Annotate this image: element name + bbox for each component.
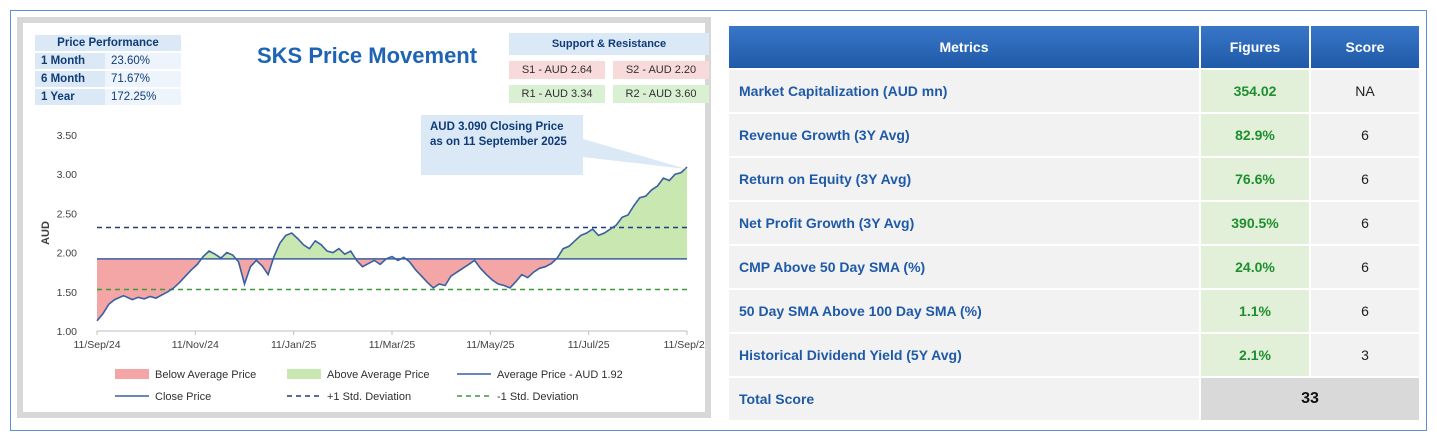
metric-score: 6 <box>1311 290 1419 332</box>
y-tick-label: 1.00 <box>57 326 78 338</box>
y-tick-label: 3.50 <box>57 130 78 142</box>
metric-score: 6 <box>1311 246 1419 288</box>
metric-figure: 354.02 <box>1201 70 1309 112</box>
y-tick-label: 1.50 <box>57 287 78 299</box>
table-row: 6 Month 71.67% <box>35 71 181 87</box>
support-resistance-box: Support & Resistance S1 - AUD 2.64 S2 - … <box>509 33 709 103</box>
below-average-area <box>355 258 387 267</box>
table-row: Historical Dividend Yield (5Y Avg) 2.1% … <box>729 334 1419 376</box>
metric-name: CMP Above 50 Day SMA (%) <box>729 246 1199 288</box>
below-average-area <box>236 258 274 284</box>
metrics-header: Metrics <box>729 26 1199 68</box>
price-performance-header: Price Performance <box>35 35 181 51</box>
metric-score: 3 <box>1311 334 1419 376</box>
table-row: Return on Equity (3Y Avg) 76.6% 6 <box>729 158 1419 200</box>
perf-label: 1 Year <box>35 89 105 105</box>
price-performance-table: Price Performance 1 Month 23.60% 6 Month… <box>35 33 181 107</box>
support-s2: S2 - AUD 2.20 <box>613 61 709 79</box>
metric-name: Net Profit Growth (3Y Avg) <box>729 202 1199 244</box>
y-tick-label: 2.50 <box>57 208 78 220</box>
metric-figure: 76.6% <box>1201 158 1309 200</box>
x-tick-label: 11/Jul/25 <box>568 339 610 351</box>
total-score-label: Total Score <box>729 378 1199 420</box>
metric-name: Historical Dividend Yield (5Y Avg) <box>729 334 1199 376</box>
below-average-area <box>405 258 557 288</box>
metric-figure: 1.1% <box>1201 290 1309 332</box>
metric-figure: 24.0% <box>1201 246 1309 288</box>
x-tick-label: 11/Sep/24 <box>73 339 120 351</box>
table-row: 1 Month 23.60% <box>35 53 181 69</box>
table-row: Net Profit Growth (3Y Avg) 390.5% 6 <box>729 202 1419 244</box>
metric-score: 6 <box>1311 158 1419 200</box>
legend-swatch-below <box>115 369 149 379</box>
x-tick-label: 11/May/25 <box>466 339 514 351</box>
price-chart: 1.00 1.50 2.00 2.50 3.00 3.50 11/Sep/24 11/Nov/… <box>40 130 705 403</box>
metrics-header-row: Metrics Figures Score <box>729 26 1419 68</box>
legend-label: Close Price <box>155 391 211 403</box>
resistance-r2: R2 - AUD 3.60 <box>613 85 709 103</box>
legend-label: Average Price - AUD 1.92 <box>497 369 623 381</box>
table-row: 50 Day SMA Above 100 Day SMA (%) 1.1% 6 <box>729 290 1419 332</box>
above-average-area <box>273 233 356 259</box>
legend-label: +1 Std. Deviation <box>327 391 411 403</box>
table-row: CMP Above 50 Day SMA (%) 24.0% 6 <box>729 246 1419 288</box>
support-s1: S1 - AUD 2.64 <box>509 61 605 79</box>
metric-name: Market Capitalization (AUD mn) <box>729 70 1199 112</box>
x-tick-label: 11/Jan/25 <box>271 339 317 351</box>
x-tick-label: 11/Nov/24 <box>172 339 219 351</box>
total-score-value: 33 <box>1201 378 1419 420</box>
perf-label: 6 Month <box>35 71 105 87</box>
metrics-table: Metrics Figures Score Market Capitalizat… <box>727 24 1421 422</box>
metric-figure: 2.1% <box>1201 334 1309 376</box>
metric-figure: 390.5% <box>1201 202 1309 244</box>
legend-label: Below Average Price <box>155 369 256 381</box>
chart-title: SKS Price Movement <box>257 43 478 68</box>
y-tick-label: 2.00 <box>57 248 78 260</box>
table-row: 1 Year 172.25% <box>35 89 181 105</box>
metric-name: Revenue Growth (3Y Avg) <box>729 114 1199 156</box>
perf-label: 1 Month <box>35 53 105 69</box>
close-price-line <box>96 166 688 322</box>
metric-name: 50 Day SMA Above 100 Day SMA (%) <box>729 290 1199 332</box>
perf-value: 23.60% <box>105 53 181 69</box>
x-tick-label: 11/Mar/25 <box>369 339 416 351</box>
total-row: Total Score 33 <box>729 378 1419 420</box>
score-header: Score <box>1311 26 1419 68</box>
metric-score: 6 <box>1311 114 1419 156</box>
chart-panel: 1.00 1.50 2.00 2.50 3.00 3.50 11/Sep/24 11/Nov/… <box>17 17 711 418</box>
metric-figure: 82.9% <box>1201 114 1309 156</box>
figures-header: Figures <box>1201 26 1309 68</box>
table-row: Market Capitalization (AUD mn) 354.02 NA <box>729 70 1419 112</box>
legend-label: -1 Std. Deviation <box>497 391 578 403</box>
below-average-area <box>97 258 202 321</box>
legend-swatch-above <box>287 369 321 379</box>
table-row: Revenue Growth (3Y Avg) 82.9% 6 <box>729 114 1419 156</box>
legend-label: Above Average Price <box>327 369 430 381</box>
metric-score: 6 <box>1311 202 1419 244</box>
perf-value: 172.25% <box>105 89 181 105</box>
above-average-area <box>556 167 687 259</box>
closing-price-callout: AUD 3.090 Closing Price as on 11 Septemb… <box>421 115 583 175</box>
y-axis-label: AUD <box>40 221 52 245</box>
perf-value: 71.67% <box>105 71 181 87</box>
x-tick-label: 11/Sep/25 <box>663 339 705 351</box>
metric-score: NA <box>1311 70 1419 112</box>
resistance-r1: R1 - AUD 3.34 <box>509 85 605 103</box>
metric-name: Return on Equity (3Y Avg) <box>729 158 1199 200</box>
y-tick-label: 3.00 <box>57 169 78 181</box>
support-resistance-header: Support & Resistance <box>509 33 709 55</box>
callout-pointer <box>583 139 687 170</box>
